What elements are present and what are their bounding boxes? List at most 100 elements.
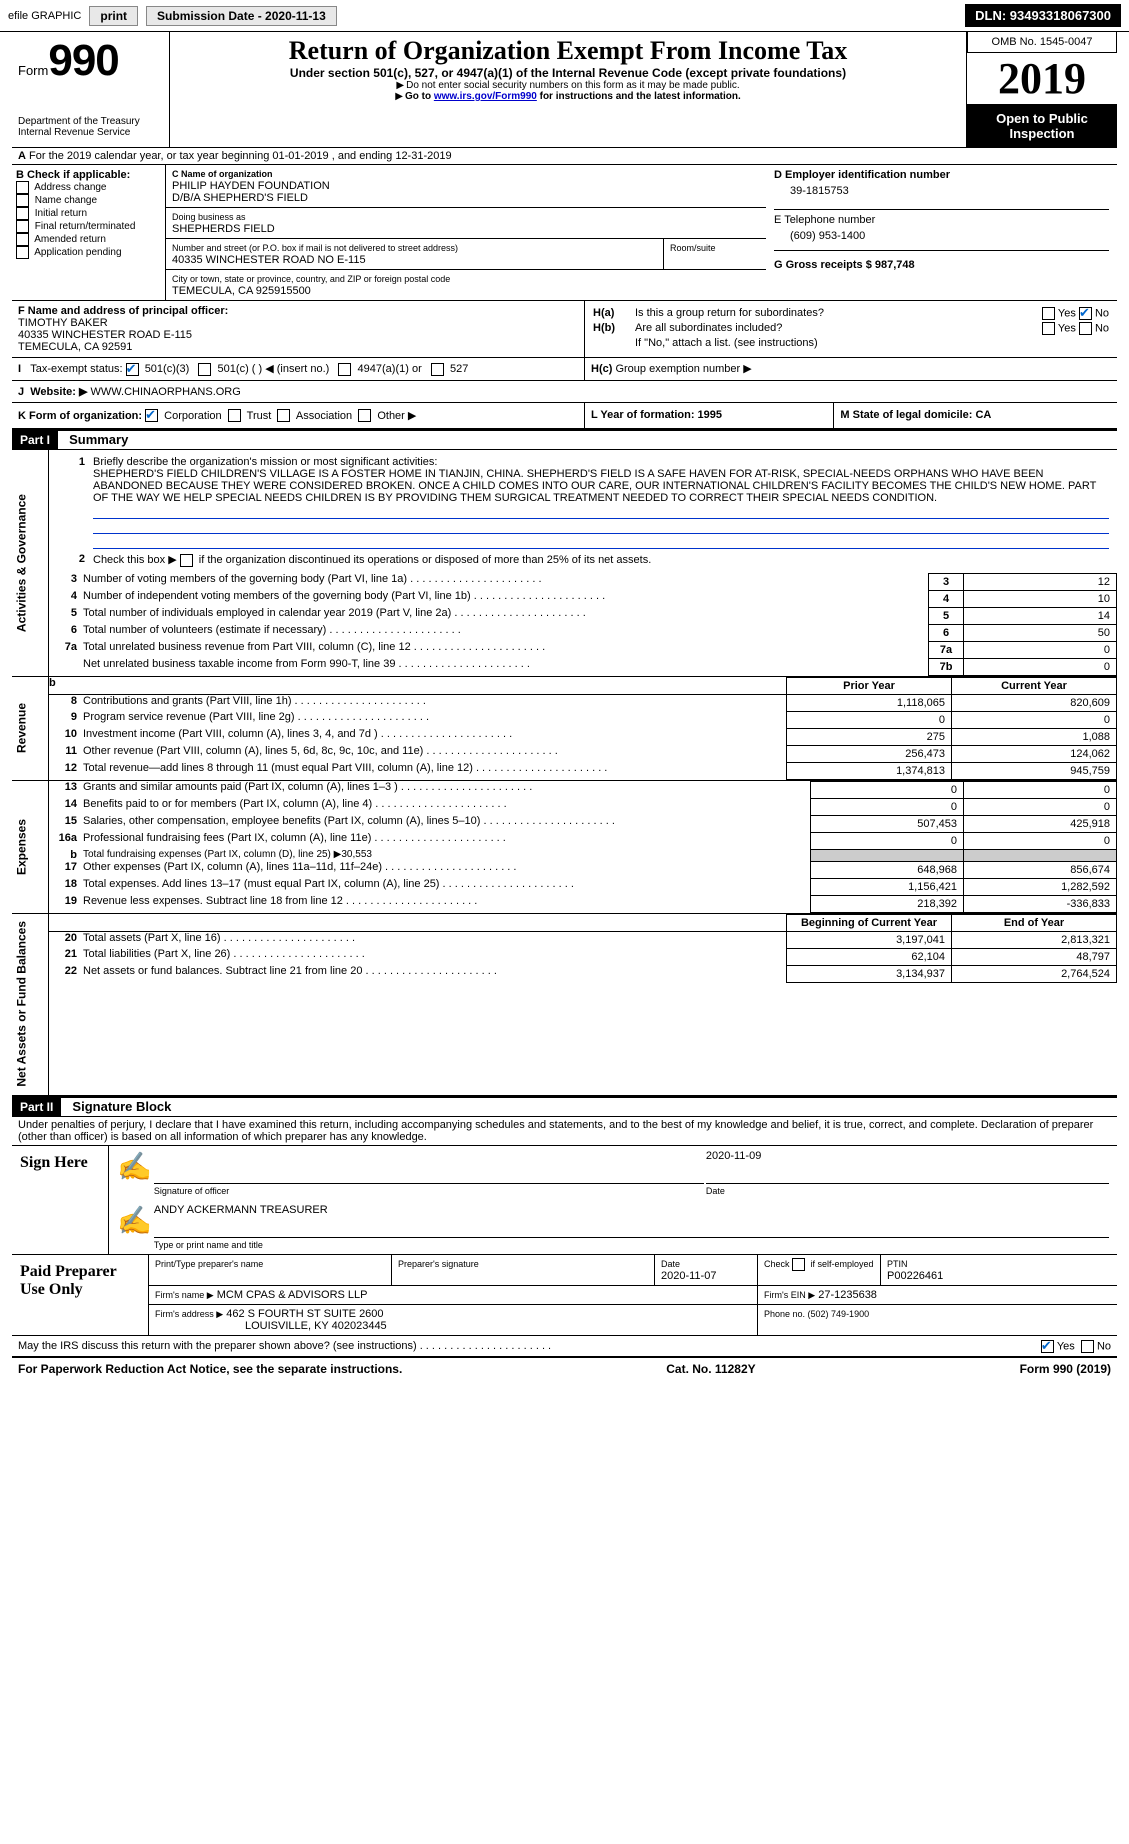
prior-value: 256,473 [787,745,952,762]
current-value: 945,759 [952,762,1117,779]
section-f-label: F Name and address of principal officer: [18,305,228,317]
dept-treasury: Department of the Treasury [18,116,163,127]
row-a-text: For the 2019 calendar year, or tax year … [29,150,452,162]
line-box: 4 [929,590,964,607]
501c-checkbox[interactable] [198,363,211,376]
assoc-checkbox[interactable] [277,409,290,422]
org-name-1: PHILIP HAYDEN FOUNDATION [172,180,330,192]
mission-line [93,536,1109,549]
phone-value: (609) 953-1400 [774,226,1109,250]
line-text: Revenue less expenses. Subtract line 18 … [83,895,811,912]
type-name-label: Type or print name and title [154,1240,1109,1250]
hb-no-checkbox[interactable] [1079,322,1092,335]
current-value: 856,674 [964,861,1117,878]
submission-date-button[interactable]: Submission Date - 2020-11-13 [146,6,337,26]
firm-phone: Phone no. (502) 749-1900 [764,1309,869,1319]
prior-value: 0 [811,781,964,798]
line-value: 0 [964,658,1117,675]
line-text: Total number of individuals employed in … [83,607,929,624]
line-box: 7b [929,658,964,675]
line-text: Net unrelated business taxable income fr… [83,658,929,675]
section-b-item: Amended return [16,233,161,246]
section-b-checkbox[interactable] [16,194,29,207]
prep-sig-label: Preparer's signature [398,1259,479,1269]
501c3-checkbox[interactable] [126,363,139,376]
current-value: 48,797 [952,948,1117,965]
row-m: M State of legal domicile: CA [840,409,991,421]
prior-value: 0 [811,832,964,849]
section-b-checkbox[interactable] [16,220,29,233]
line-text: Grants and similar amounts paid (Part IX… [83,781,811,798]
current-value: 820,609 [952,694,1117,711]
footer-mid: Cat. No. 11282Y [666,1362,755,1376]
signature-pen-icon: ✍ [117,1204,152,1238]
row-l: L Year of formation: 1995 [591,409,722,421]
prep-name-label: Print/Type preparer's name [155,1259,263,1269]
firm-addr1: 462 S FOURTH ST SUITE 2600 [226,1308,383,1320]
line-text: Benefits paid to or for members (Part IX… [83,798,811,815]
prep-date-label: Date [661,1259,680,1269]
prior-value: 1,374,813 [787,762,952,779]
ha-text: Is this a group return for subordinates? [635,307,987,320]
discuss-yes-checkbox[interactable] [1041,1340,1054,1353]
form-subtitle-2: Do not enter social security numbers on … [406,80,739,91]
ha-no-checkbox[interactable] [1079,307,1092,320]
discuss-no-checkbox[interactable] [1081,1340,1094,1353]
row-k-label: K Form of organization: [18,410,142,422]
form-word: Form [18,63,48,78]
527-checkbox[interactable] [431,363,444,376]
open-to-public: Open to Public Inspection [967,105,1117,147]
mission-line [93,506,1109,519]
4947-checkbox[interactable] [338,363,351,376]
ha-yes-checkbox[interactable] [1042,307,1055,320]
other-checkbox[interactable] [358,409,371,422]
section-b-checkbox[interactable] [16,207,29,220]
current-value: 124,062 [952,745,1117,762]
line-text: Program service revenue (Part VIII, line… [83,711,787,728]
firm-ein-label: Firm's EIN ▶ [764,1290,815,1300]
hb-yes-checkbox[interactable] [1042,322,1055,335]
part2-tag: Part II [12,1098,61,1116]
ha-label: H(a) [593,307,614,319]
line2-checkbox[interactable] [180,554,193,567]
line-box: 6 [929,624,964,641]
prior-value: 275 [787,728,952,745]
hc-label: H(c) [591,363,612,375]
corp-checkbox[interactable] [145,409,158,422]
line-text: Contributions and grants (Part VIII, lin… [83,694,787,711]
line1-label: Briefly describe the organization's miss… [93,456,437,468]
prior-value: 218,392 [811,895,964,912]
irs-link[interactable]: www.irs.gov/Form990 [434,91,537,102]
side-revenue: Revenue [12,676,49,780]
col-prior: Prior Year [787,677,952,694]
current-value: 2,764,524 [952,965,1117,982]
line-value: 50 [964,624,1117,641]
line-text: Other expenses (Part IX, column (A), lin… [83,861,811,878]
line-text: Total assets (Part X, line 16) [83,931,787,948]
line-box: 5 [929,607,964,624]
section-b-checkbox[interactable] [16,181,29,194]
prep-date: 2020-11-07 [661,1270,716,1282]
self-employed-checkbox[interactable] [792,1258,805,1271]
trust-checkbox[interactable] [228,409,241,422]
current-value: 1,282,592 [964,878,1117,895]
form-990-page: Form990 Department of the Treasury Inter… [0,32,1129,1392]
dln-label: DLN: 93493318067300 [965,4,1121,27]
city-label: City or town, state or province, country… [172,274,450,284]
org-name-2: D/B/A SHEPHERD'S FIELD [172,192,308,204]
section-g-label: G Gross receipts $ 987,748 [774,259,915,271]
line-text: Professional fundraising fees (Part IX, … [83,832,811,849]
section-b-item: Final return/terminated [16,220,161,233]
section-b-label: B Check if applicable: [16,169,130,181]
part1-title: Summary [61,432,128,447]
prior-value: 648,968 [811,861,964,878]
section-b-checkbox[interactable] [16,233,29,246]
current-value: 425,918 [964,815,1117,832]
city-state-zip: TEMECULA, CA 925915500 [172,285,311,297]
mission-line [93,521,1109,534]
current-value: 0 [964,832,1117,849]
section-b-checkbox[interactable] [16,246,29,259]
print-button[interactable]: print [89,6,138,26]
officer-city: TEMECULA, CA 92591 [18,341,132,353]
sig-date: 2020-11-09 [706,1150,1109,1184]
